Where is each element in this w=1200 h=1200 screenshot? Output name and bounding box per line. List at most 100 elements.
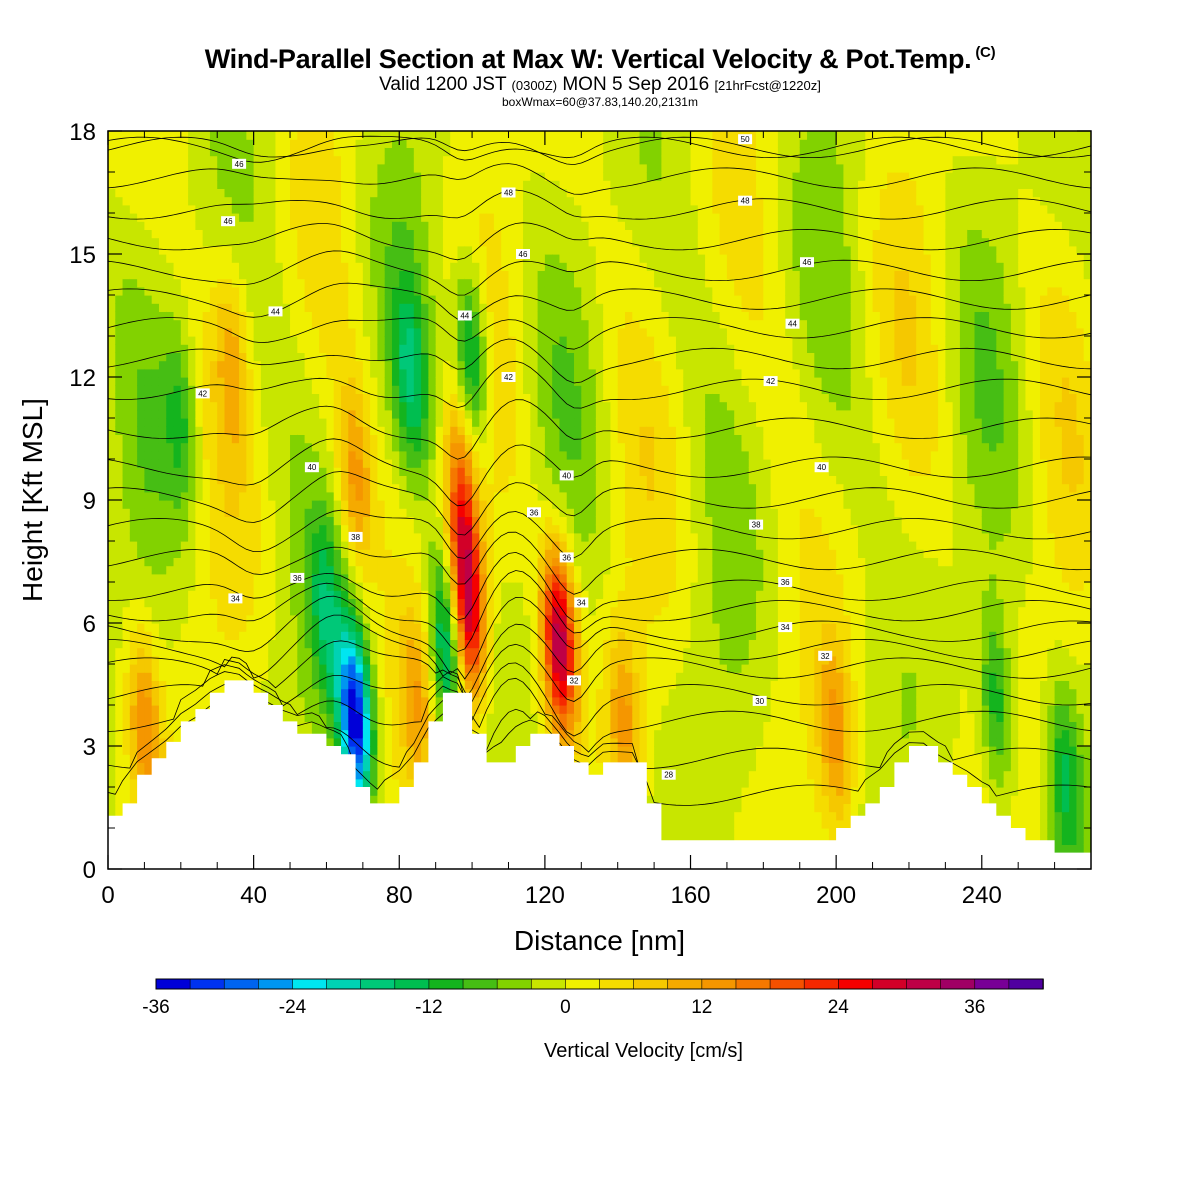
velocity-cell [246, 139, 255, 148]
velocity-cell [231, 434, 240, 444]
velocity-cell [209, 483, 218, 493]
velocity-cell [508, 582, 517, 591]
velocity-cell [457, 196, 466, 206]
velocity-cell [137, 295, 146, 304]
velocity-cell [115, 204, 124, 214]
velocity-cell [268, 500, 277, 509]
velocity-cell [195, 377, 204, 386]
velocity-cell [209, 229, 218, 239]
velocity-cell [406, 204, 415, 214]
velocity-cell [399, 647, 408, 657]
velocity-cell [260, 680, 269, 690]
velocity-field [108, 131, 1091, 869]
velocity-cell [464, 508, 473, 517]
velocity-cell [435, 286, 444, 296]
velocity-cell [319, 647, 328, 657]
velocity-cell [311, 336, 320, 345]
velocity-cell [108, 631, 116, 640]
velocity-cell [348, 393, 357, 403]
velocity-cell [406, 385, 415, 394]
velocity-cell [144, 475, 153, 485]
velocity-cell [173, 516, 182, 526]
velocity-cell [144, 262, 153, 271]
velocity-cell [137, 172, 146, 181]
velocity-cell [421, 557, 429, 567]
velocity-cell [297, 557, 306, 567]
velocity-cell [399, 319, 408, 329]
velocity-cell [384, 163, 393, 173]
velocity-cell [253, 655, 262, 665]
velocity-cell [391, 688, 400, 698]
velocity-cell [268, 172, 277, 181]
velocity-cell [326, 450, 335, 460]
velocity-cell [209, 213, 218, 222]
velocity-cell [319, 278, 328, 288]
chart-title-text: Wind-Parallel Section at Max W: Vertical… [204, 44, 972, 74]
velocity-cell [406, 582, 415, 591]
velocity-cell [362, 401, 371, 411]
velocity-cell [158, 188, 167, 198]
velocity-cell [224, 623, 233, 632]
velocity-cell [173, 631, 182, 640]
velocity-cell [115, 459, 124, 468]
velocity-cell [217, 245, 226, 255]
velocity-cell [275, 409, 284, 419]
velocity-cell [108, 188, 116, 198]
velocity-cell [341, 327, 349, 337]
velocity-cell [493, 557, 502, 567]
velocity-cell [217, 426, 226, 435]
velocity-cell [166, 344, 175, 353]
velocity-cell [166, 368, 175, 378]
velocity-cell [421, 336, 429, 345]
velocity-cell [464, 483, 473, 493]
velocity-cell [282, 442, 291, 452]
velocity-cell [188, 393, 196, 403]
velocity-cell [253, 131, 262, 140]
velocity-cell [122, 655, 131, 665]
velocity-cell [421, 172, 429, 181]
velocity-cell [442, 590, 451, 599]
velocity-cell [151, 155, 160, 165]
velocity-cell [246, 614, 255, 624]
velocity-cell [122, 188, 131, 198]
velocity-cell [333, 631, 342, 640]
velocity-cell [180, 524, 189, 534]
velocity-cell [202, 229, 211, 239]
velocity-cell [311, 573, 320, 583]
velocity-cell [370, 787, 379, 796]
velocity-cell [122, 450, 131, 460]
velocity-cell [122, 508, 131, 517]
velocity-cell [457, 180, 466, 189]
velocity-cell [195, 418, 204, 427]
velocity-cell [151, 434, 160, 444]
velocity-cell [108, 590, 116, 599]
velocity-cell [428, 598, 437, 608]
velocity-cell [122, 606, 131, 616]
velocity-cell [188, 524, 196, 534]
velocity-cell [304, 647, 313, 657]
velocity-cell [290, 483, 298, 493]
velocity-cell [173, 188, 182, 198]
velocity-cell [326, 237, 335, 247]
velocity-cell [311, 418, 320, 427]
velocity-cell [108, 286, 116, 296]
velocity-cell [188, 705, 196, 714]
velocity-cell [275, 483, 284, 493]
velocity-cell [442, 614, 451, 624]
velocity-cell [151, 278, 160, 288]
velocity-cell [253, 180, 262, 189]
velocity-cell [246, 426, 255, 435]
velocity-cell [253, 344, 262, 353]
velocity-cell [195, 680, 204, 690]
velocity-cell [144, 664, 153, 673]
velocity-cell [370, 467, 379, 476]
velocity-cell [188, 352, 196, 362]
velocity-cell [224, 303, 233, 312]
velocity-cell [304, 450, 313, 460]
velocity-cell [501, 639, 510, 649]
velocity-cell [319, 229, 328, 239]
velocity-cell [304, 541, 313, 550]
velocity-cell [348, 475, 357, 485]
velocity-cell [217, 270, 226, 280]
velocity-cell [239, 352, 247, 362]
